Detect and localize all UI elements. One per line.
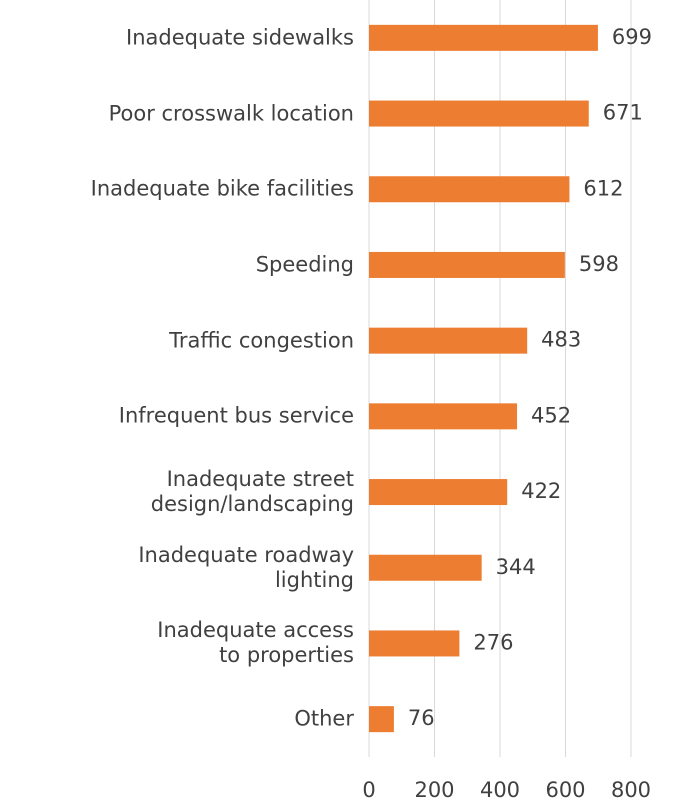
bar	[369, 403, 518, 430]
bar	[369, 706, 394, 733]
x-tick-label: 200	[414, 778, 454, 802]
data-label: 598	[579, 252, 619, 276]
x-tick-label: 0	[362, 778, 375, 802]
y-tick-label: Inadequate access to properties	[157, 618, 354, 668]
bar	[369, 100, 589, 127]
data-label: 699	[612, 25, 652, 49]
data-label: 422	[521, 479, 561, 503]
data-label: 344	[496, 555, 536, 579]
y-tick-label: Inadequate street design/landscaping	[150, 467, 354, 517]
x-tick-label: 800	[611, 778, 651, 802]
y-tick-label: Speeding	[255, 252, 354, 277]
bar	[369, 251, 565, 278]
y-tick-label: Poor crosswalk location	[108, 101, 354, 126]
data-label: 452	[531, 403, 571, 427]
bar	[369, 176, 570, 203]
y-tick-label: Inadequate sidewalks	[126, 25, 354, 50]
bar	[369, 479, 508, 506]
x-tick-label: 600	[545, 778, 585, 802]
data-label: 483	[541, 328, 581, 352]
bar	[369, 24, 598, 51]
bar	[369, 554, 482, 581]
bar	[369, 327, 528, 354]
data-label: 276	[473, 630, 513, 654]
y-tick-label: Other	[294, 706, 354, 731]
y-tick-label: Infrequent bus service	[118, 403, 354, 428]
data-label: 76	[408, 706, 435, 730]
data-label: 671	[603, 101, 643, 125]
y-tick-label: Inadequate roadway lighting	[138, 542, 354, 592]
y-tick-label: Traffic congestion	[169, 328, 354, 353]
bar	[369, 630, 460, 657]
y-tick-label: Inadequate bike facilities	[90, 176, 354, 201]
data-label: 612	[583, 176, 623, 200]
x-tick-label: 400	[480, 778, 520, 802]
